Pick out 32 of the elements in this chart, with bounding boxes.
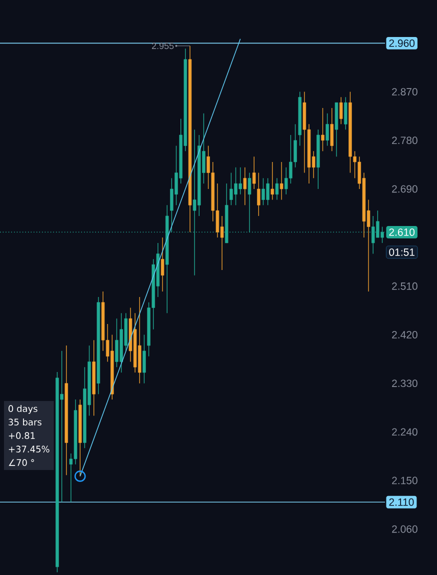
text: 0 days xyxy=(8,405,38,414)
y-tick-label: 2.870 xyxy=(392,88,418,96)
candlestick xyxy=(321,108,324,152)
y-tick-label: 2.150 xyxy=(392,476,418,484)
ref-line-label: 2.960 xyxy=(389,39,415,47)
candlestick xyxy=(160,237,164,292)
candlestick xyxy=(275,178,279,200)
ref-line-label: 2.610 xyxy=(389,228,415,236)
text: ∠70 ° xyxy=(8,459,34,466)
y-tick-label: 2.510 xyxy=(392,282,418,290)
y-tick-label: 2.330 xyxy=(392,380,418,388)
candlestick xyxy=(243,167,247,206)
text: +0.81 xyxy=(8,432,35,439)
y-tick-label: 2.690 xyxy=(392,185,418,193)
ref-line-label: 2.110 xyxy=(389,498,414,506)
candlestick xyxy=(252,156,256,190)
text: 35 bars xyxy=(8,418,42,426)
text: 01:51 xyxy=(389,248,414,256)
y-tick-label: 2.780 xyxy=(392,136,418,144)
candlestick xyxy=(257,172,260,216)
y-tick-label: 2.240 xyxy=(392,428,418,436)
candlestick xyxy=(330,108,334,152)
candlestick xyxy=(270,162,274,200)
candlestick xyxy=(339,96,343,125)
candlestick xyxy=(280,162,284,200)
y-tick-label: 2.420 xyxy=(392,331,418,338)
candlestick xyxy=(344,96,348,130)
candlestick xyxy=(326,113,329,146)
text: +37.45% xyxy=(8,446,50,452)
annotation: 2.955 xyxy=(152,42,174,50)
y-tick-label: 2.060 xyxy=(392,525,418,533)
candlestick xyxy=(142,334,146,384)
